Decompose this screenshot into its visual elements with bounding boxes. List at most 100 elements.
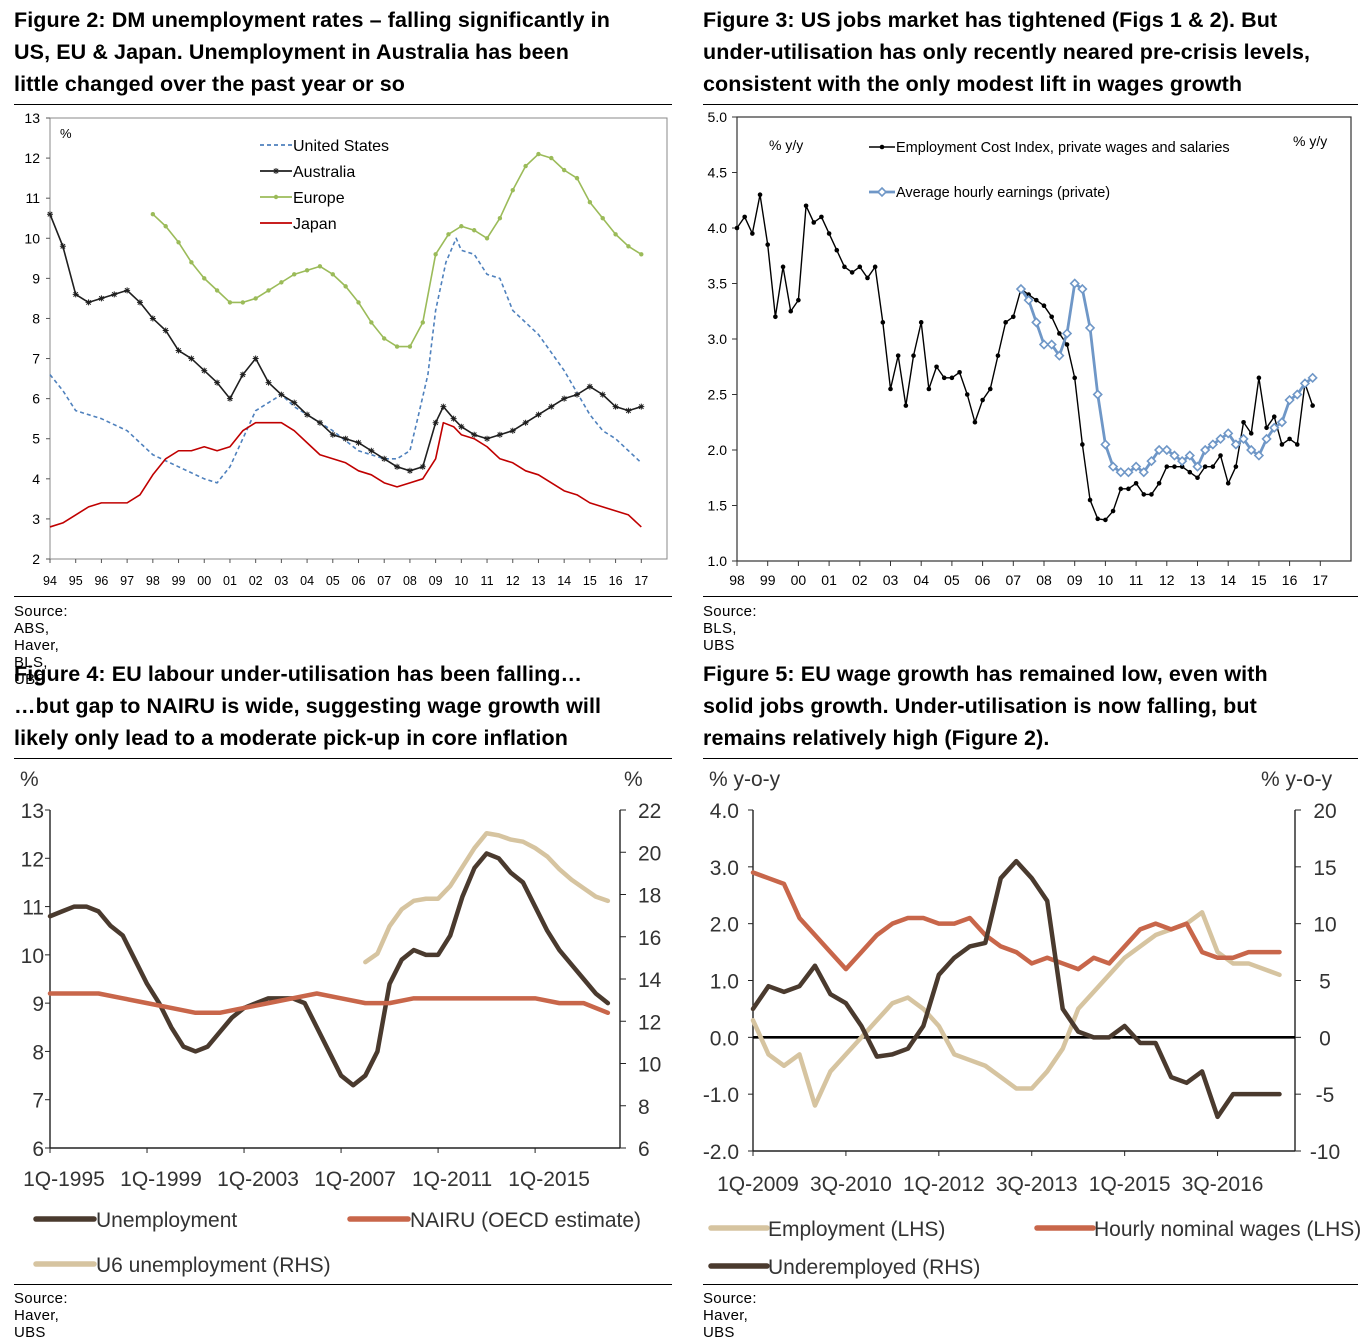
figure-2-chart: 2 3 4 5 6 7 8 9 10 11 12 13 94 95 96 97 98 99 00 01 02 03 04 05…	[24, 110, 668, 588]
series-marker	[1138, 467, 1149, 478]
x-tick-label: 08	[1036, 572, 1052, 588]
series-marker	[419, 463, 426, 470]
y-axis-unit-right: %	[624, 768, 643, 791]
series-marker	[484, 435, 491, 442]
series-marker	[1011, 314, 1016, 320]
figure-2-source: Source: ABS, Haver, BLS, UBS	[14, 603, 68, 688]
series-marker	[1256, 375, 1262, 381]
series-marker	[240, 300, 246, 305]
figure-3-title: Figure 3: US jobs market has tightened (…	[703, 4, 1363, 100]
series-marker	[292, 272, 297, 277]
series-marker	[536, 151, 541, 157]
series-marker	[1264, 425, 1269, 431]
series-line	[47, 991, 611, 1016]
series-marker	[253, 296, 258, 301]
series-marker	[1092, 389, 1103, 400]
y-axis-unit: %	[20, 768, 39, 791]
figure-3-top-rule	[703, 104, 1358, 105]
series-marker	[1276, 417, 1288, 428]
series-marker	[1095, 516, 1101, 522]
series-marker	[1269, 422, 1280, 433]
legend-marker	[273, 168, 279, 174]
y-tick-label: 8	[32, 1041, 44, 1064]
series-marker	[613, 232, 618, 237]
series-marker	[987, 386, 993, 392]
series-marker	[1202, 464, 1208, 469]
series-marker	[638, 403, 645, 410]
x-tick-label: 1Q-1995	[23, 1168, 105, 1191]
series-marker	[188, 355, 195, 362]
figure-4-title: Figure 4: EU labour under-utilisation ha…	[14, 658, 674, 754]
legend-label: Japan	[293, 216, 337, 233]
series-marker	[226, 395, 233, 402]
legend-marker	[876, 186, 888, 198]
x-tick-label: 95	[69, 574, 83, 588]
y-tick-label: 13	[24, 110, 40, 126]
figure-2-title-line: US, EU & Japan. Unemployment in Australi…	[14, 40, 569, 64]
y-tick-label: 0.0	[710, 1027, 739, 1050]
series-marker	[356, 300, 361, 305]
series-line	[750, 858, 1282, 1120]
figure-5-title-line: solid jobs growth. Under-utilisation is …	[703, 694, 1257, 718]
y-tick-label: 12	[24, 150, 40, 166]
series-marker	[1015, 283, 1027, 295]
series-marker	[803, 203, 809, 209]
y-tick-label: 3	[32, 511, 40, 527]
y-right-tick-label: 20	[1313, 800, 1336, 823]
x-tick-label: 98	[729, 572, 745, 588]
legend-label: United States	[293, 138, 389, 155]
y-right-tick-label: 8	[638, 1096, 650, 1119]
series-marker	[1153, 444, 1165, 456]
series-marker	[625, 407, 632, 414]
series-marker	[780, 264, 786, 270]
figure-2-title: Figure 2: DM unemployment rates – fallin…	[14, 4, 674, 100]
series-marker	[1080, 442, 1085, 447]
y-tick-label: 2	[32, 551, 40, 567]
y-right-tick-label: 6	[638, 1138, 650, 1161]
x-tick-label: 03	[274, 574, 288, 588]
x-tick-label: 10	[1098, 572, 1114, 588]
legend-label: Hourly nominal wages (LHS)	[1094, 1218, 1361, 1241]
x-tick-label: 1Q-2015	[508, 1168, 590, 1191]
series-marker	[355, 439, 362, 446]
series-marker	[420, 320, 425, 325]
y-right-tick-label: -5	[1316, 1084, 1335, 1107]
figure-5-bottom-rule	[703, 1284, 1358, 1285]
series-marker	[279, 280, 284, 285]
x-tick-label: 3Q-2016	[1182, 1173, 1264, 1196]
series-marker	[304, 411, 311, 418]
series-marker	[1307, 372, 1318, 383]
x-tick-label: 96	[94, 574, 108, 588]
series-marker	[136, 299, 143, 306]
x-tick-label: 1Q-2012	[903, 1173, 985, 1196]
series-marker	[1069, 278, 1080, 289]
y-tick-label: 5	[32, 431, 40, 447]
series-marker	[941, 375, 947, 381]
x-tick-label: 11	[1129, 572, 1144, 588]
y-axis-unit-right: % y-o-y	[1261, 768, 1333, 791]
legend-marker	[273, 194, 279, 200]
series-marker	[1041, 303, 1047, 308]
series-marker	[265, 379, 272, 386]
y-tick-label: 11	[25, 190, 40, 206]
series-marker	[796, 297, 801, 303]
series-line	[363, 830, 611, 965]
figure-4-bottom-rule	[14, 1284, 672, 1285]
y-tick-label: 9	[32, 993, 44, 1016]
series-marker	[1141, 492, 1147, 497]
x-tick-label: 07	[1006, 572, 1022, 588]
series-marker	[742, 214, 747, 220]
figure-4-title-line: …but gap to NAIRU is wide, suggesting wa…	[14, 694, 602, 718]
figure-5-chart: -2.0 -1.0 0.0 1.0 2.0 3.0 4.0 -10 -5 0 5 10 15 20 1Q-2…	[703, 768, 1361, 1279]
series-marker	[47, 211, 53, 218]
y-right-tick-label: 20	[638, 842, 661, 865]
x-tick-label: 00	[791, 572, 807, 588]
x-tick-label: 1Q-2007	[314, 1168, 396, 1191]
series-marker	[888, 386, 893, 392]
x-tick-label: 11	[481, 574, 494, 588]
series-marker	[150, 212, 156, 217]
figure-4-top-rule	[14, 758, 672, 759]
legend-label: NAIRU (OECD estimate)	[410, 1209, 641, 1232]
series-marker	[1156, 481, 1162, 486]
series-marker	[266, 288, 271, 293]
